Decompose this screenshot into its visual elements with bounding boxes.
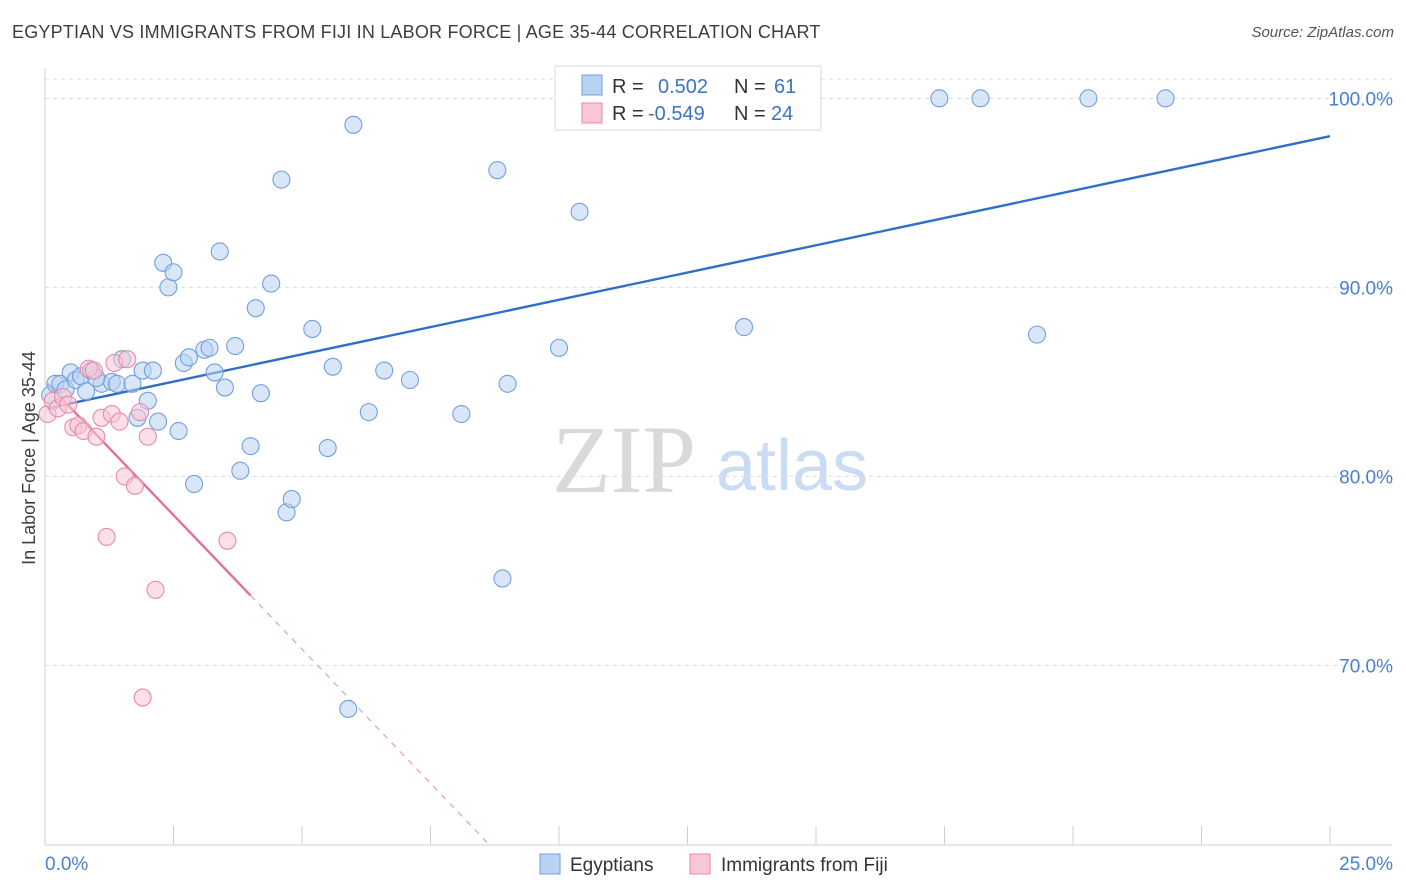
point-egyptians [185, 474, 204, 494]
x-tick-labels: 0.0% 25.0% [45, 854, 1393, 875]
y-tick-labels: 70.0% 80.0% 90.0% 100.0% [1329, 89, 1394, 677]
legend-r-value-1: -0.549 [648, 103, 705, 125]
y-tick-label: 70.0% [1339, 656, 1393, 677]
y-axis-label: In Labor Force | Age 35-44 [19, 351, 39, 565]
chart-title: EGYPTIAN VS IMMIGRANTS FROM FIJI IN LABO… [12, 22, 821, 42]
point-egyptians [246, 299, 265, 318]
point-fiji [118, 350, 137, 369]
point-egyptians [488, 161, 507, 180]
point-egyptians [375, 361, 394, 380]
legend-n-label-0: N = [734, 76, 766, 98]
point-egyptians [164, 263, 183, 282]
point-egyptians [215, 378, 234, 397]
source-label: Source: ZipAtlas.com [1251, 24, 1394, 41]
point-egyptians [272, 170, 291, 189]
point-egyptians [123, 374, 142, 393]
point-egyptians [282, 490, 301, 509]
point-fiji [146, 580, 165, 599]
point-egyptians [400, 370, 419, 390]
legend-n-value-0: 61 [774, 76, 796, 98]
point-fiji [59, 395, 78, 414]
point-egyptians [251, 384, 270, 403]
point-egyptians [359, 403, 378, 422]
point-egyptians [107, 374, 127, 393]
point-egyptians [231, 461, 250, 480]
point-egyptians [498, 374, 517, 393]
legend-r-value-0: 0.502 [658, 76, 708, 98]
point-egyptians [200, 338, 219, 357]
y-tick-label: 90.0% [1339, 278, 1393, 299]
point-egyptians [493, 569, 512, 588]
point-fiji [125, 476, 144, 495]
point-fiji [133, 688, 152, 707]
trend-extension-fiji [250, 595, 490, 846]
axes [44, 68, 1392, 846]
point-fiji [138, 427, 157, 446]
bottom-legend: Egyptians Immigrants from Fiji [539, 853, 888, 876]
y-tick-label: 80.0% [1339, 467, 1393, 488]
legend-swatch-pink [581, 102, 603, 124]
watermark-zip: ZIP [552, 406, 696, 513]
point-egyptians [149, 412, 168, 431]
point-fiji [218, 531, 237, 550]
point-egyptians [210, 242, 229, 261]
y-tick-label: 100.0% [1329, 89, 1394, 110]
point-egyptians [159, 278, 178, 297]
point-egyptians [262, 274, 281, 293]
point-egyptians [570, 202, 589, 221]
point-egyptians [734, 318, 754, 337]
point-egyptians [1027, 325, 1047, 344]
point-egyptians [169, 421, 188, 441]
point-egyptians [323, 357, 342, 376]
point-egyptians [971, 89, 990, 108]
trend-line-egyptians [47, 134, 1331, 410]
data-points [38, 89, 1175, 718]
bottom-legend-swatch-fiji [689, 853, 711, 875]
legend-r-label-0: R = [612, 76, 644, 98]
point-egyptians [205, 363, 224, 382]
point-egyptians [143, 361, 162, 380]
trend-line-fiji [46, 382, 252, 597]
point-egyptians [930, 89, 949, 108]
bottom-legend-label-egyptians: Egyptians [570, 855, 653, 876]
legend-swatch-blue [581, 74, 603, 96]
point-egyptians [452, 404, 471, 424]
point-egyptians [241, 437, 260, 456]
point-egyptians [179, 348, 198, 367]
x-tick-label-max: 25.0% [1339, 854, 1393, 875]
point-egyptians [226, 336, 245, 356]
point-egyptians [77, 382, 96, 401]
point-egyptians [549, 338, 569, 357]
point-fiji [87, 427, 106, 446]
point-fiji [110, 412, 129, 431]
point-egyptians [1156, 89, 1175, 108]
point-egyptians [318, 438, 337, 458]
bottom-legend-swatch-egyptians [539, 853, 561, 875]
x-tick-label-min: 0.0% [45, 854, 88, 875]
point-egyptians [339, 699, 358, 718]
point-egyptians [344, 115, 363, 134]
legend-n-value-1: 24 [771, 103, 793, 125]
point-fiji [84, 361, 103, 380]
point-egyptians [1079, 89, 1098, 108]
bottom-legend-label-fiji: Immigrants from Fiji [721, 855, 888, 876]
legend-r-label-1: R = [612, 103, 644, 125]
legend-n-label-1: N = [734, 103, 766, 125]
watermark-atlas: atlas [716, 426, 868, 506]
point-fiji [97, 527, 116, 546]
legend: R = 0.502 N = 61 R = -0.549 N = 24 [554, 65, 822, 131]
point-fiji [131, 403, 150, 422]
point-egyptians [303, 319, 322, 339]
